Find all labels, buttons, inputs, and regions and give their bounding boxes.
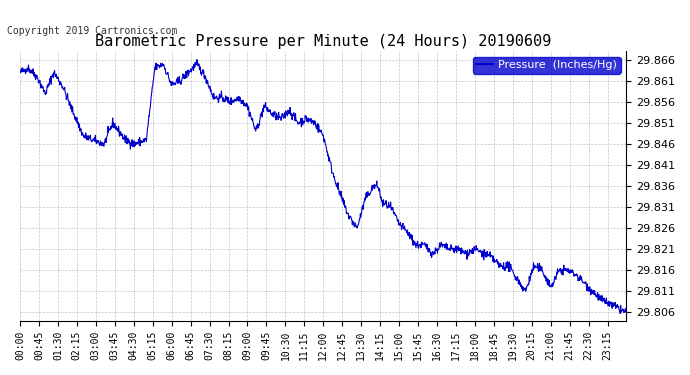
Title: Barometric Pressure per Minute (24 Hours) 20190609: Barometric Pressure per Minute (24 Hours…	[95, 34, 551, 49]
Text: Copyright 2019 Cartronics.com: Copyright 2019 Cartronics.com	[7, 26, 177, 36]
Legend: Pressure  (Inches/Hg): Pressure (Inches/Hg)	[473, 57, 620, 74]
